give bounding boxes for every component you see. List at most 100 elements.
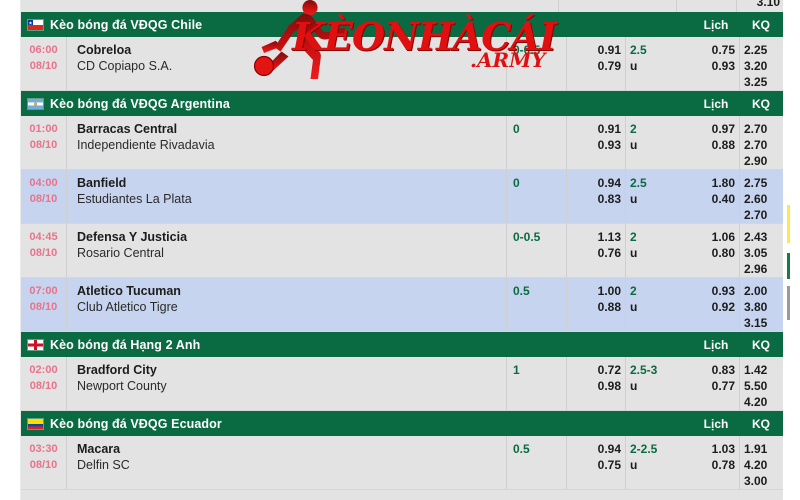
onextwo-odds-value[interactable]: 3.00: [744, 474, 768, 488]
onextwo-odds-cell[interactable]: 2.70 2.70 2.90: [739, 116, 783, 169]
onextwo-odds-value[interactable]: 2.90: [744, 154, 768, 168]
onextwo-odds-value[interactable]: 2.00: [744, 284, 768, 298]
handicap-odds-value[interactable]: 0.75: [597, 458, 621, 472]
overunder-odds-value[interactable]: 0.97: [711, 122, 735, 136]
table-row[interactable]: 02:00 08/10 Bradford City Newport County 1 0.…: [21, 357, 783, 411]
handicap-line-cell[interactable]: 0.5: [507, 436, 567, 489]
overunder-odds-value[interactable]: 0.93: [711, 284, 735, 298]
overunder-odds-value[interactable]: 0.83: [711, 363, 735, 377]
match-teams-cell[interactable]: Macara Delfin SC: [67, 436, 507, 489]
handicap-odds-value[interactable]: 0.94: [597, 176, 621, 190]
match-teams-cell[interactable]: Defensa Y Justicia Rosario Central: [67, 224, 507, 277]
handicap-odds-cell[interactable]: 1.00 0.88: [567, 278, 625, 331]
handicap-odds-value[interactable]: 0.79: [597, 59, 621, 73]
handicap-odds-cell[interactable]: 0.91 0.93: [567, 116, 625, 169]
onextwo-odds-cell[interactable]: 2.75 2.60 2.70: [739, 170, 783, 223]
onextwo-odds-value[interactable]: 3.05: [744, 246, 768, 260]
handicap-odds-value[interactable]: 0.93: [597, 138, 621, 152]
handicap-line-cell[interactable]: 0.5: [507, 278, 567, 331]
overunder-odds-value[interactable]: 0.88: [711, 138, 735, 152]
onextwo-odds-value[interactable]: 2.75: [744, 176, 768, 190]
handicap-odds-cell[interactable]: 0.94 0.75: [567, 436, 625, 489]
onextwo-odds-value[interactable]: 3.15: [744, 316, 768, 330]
overunder-line-cell[interactable]: 2.5 u: [625, 170, 685, 223]
overunder-odds-cell[interactable]: 0.83 0.77: [685, 357, 739, 410]
handicap-odds-value[interactable]: 0.76: [597, 246, 621, 260]
onextwo-odds-value[interactable]: 2.60: [744, 192, 768, 206]
onextwo-odds-cell[interactable]: 1.91 4.20 3.00: [739, 436, 783, 489]
match-teams-cell[interactable]: Bradford City Newport County: [67, 357, 507, 410]
overunder-odds-cell[interactable]: 0.97 0.88: [685, 116, 739, 169]
handicap-line-cell[interactable]: 1: [507, 357, 567, 410]
handicap-odds-value[interactable]: 0.98: [597, 379, 621, 393]
overunder-odds-value[interactable]: 0.92: [711, 300, 735, 314]
onextwo-odds-cell[interactable]: 2.43 3.05 2.96: [739, 224, 783, 277]
onextwo-odds-value[interactable]: 3.25: [744, 75, 768, 89]
match-teams-cell[interactable]: Barracas Central Independiente Rivadavia: [67, 116, 507, 169]
overunder-line-cell[interactable]: 2.5-3 u: [625, 357, 685, 410]
handicap-odds-value[interactable]: 0.88: [597, 300, 621, 314]
table-row[interactable]: 04:00 08/10 Banfield Estudiantes La Plata 0 0…: [21, 170, 783, 224]
overunder-odds-cell[interactable]: 1.03 0.78: [685, 436, 739, 489]
overunder-odds-value[interactable]: 0.40: [711, 192, 735, 206]
onextwo-odds-value[interactable]: 3.80: [744, 300, 768, 314]
overunder-odds-value[interactable]: 1.80: [711, 176, 735, 190]
onextwo-odds-value[interactable]: 1.42: [744, 363, 768, 377]
handicap-odds-value[interactable]: 0.83: [597, 192, 621, 206]
overunder-odds-value[interactable]: 0.77: [711, 379, 735, 393]
overunder-odds-value[interactable]: 1.03: [711, 442, 735, 456]
onextwo-odds-value[interactable]: 3.20: [744, 59, 768, 73]
overunder-odds-value[interactable]: 0.78: [711, 458, 735, 472]
handicap-line-cell[interactable]: 0: [507, 170, 567, 223]
onextwo-odds-value[interactable]: 4.20: [744, 458, 768, 472]
handicap-odds-cell[interactable]: 0.91 0.79: [567, 37, 625, 90]
table-row[interactable]: 07:00 08/10 Atletico Tucuman Club Atletico …: [21, 278, 783, 332]
handicap-line-cell[interactable]: 0-0.5: [507, 37, 567, 90]
onextwo-odds-cell[interactable]: 2.25 3.20 3.25: [739, 37, 783, 90]
overunder-odds-value[interactable]: 0.75: [711, 43, 735, 57]
handicap-odds-value[interactable]: 1.00: [597, 284, 621, 298]
onextwo-odds-value[interactable]: 5.50: [744, 379, 768, 393]
overunder-line-cell[interactable]: 2-2.5 u: [625, 436, 685, 489]
match-teams-cell[interactable]: Banfield Estudiantes La Plata: [67, 170, 507, 223]
table-row[interactable]: 03:30 08/10 Macara Delfin SC 0.5 0.94 0.75 2-2.…: [21, 436, 783, 490]
table-row[interactable]: 01:00 08/10 Barracas Central Independiente …: [21, 116, 783, 170]
table-row[interactable]: 06:00 08/10 Cobreloa CD Copiapo S.A. 0-0.5 0.…: [21, 37, 783, 91]
handicap-line-spacer: [513, 137, 566, 153]
handicap-odds-value[interactable]: 0.91: [597, 122, 621, 136]
onextwo-odds-value[interactable]: 2.70: [744, 138, 768, 152]
handicap-odds-cell[interactable]: 0.94 0.83: [567, 170, 625, 223]
match-teams-cell[interactable]: Cobreloa CD Copiapo S.A.: [67, 37, 507, 90]
onextwo-odds-value[interactable]: 1.91: [744, 442, 768, 456]
column-divider: [736, 0, 737, 12]
table-row[interactable]: 04:45 08/10 Defensa Y Justicia Rosario Cent…: [21, 224, 783, 278]
match-teams-cell[interactable]: Atletico Tucuman Club Atletico Tigre: [67, 278, 507, 331]
onextwo-odds-value[interactable]: 2.43: [744, 230, 768, 244]
onextwo-odds-cell[interactable]: 1.42 5.50 4.20: [739, 357, 783, 410]
handicap-line-cell[interactable]: 0: [507, 116, 567, 169]
onextwo-odds-value[interactable]: 2.25: [744, 43, 768, 57]
handicap-odds-cell[interactable]: 0.72 0.98: [567, 357, 625, 410]
onextwo-odds-value[interactable]: 2.96: [744, 262, 768, 276]
overunder-odds-value[interactable]: 0.80: [711, 246, 735, 260]
overunder-odds-cell[interactable]: 0.93 0.92: [685, 278, 739, 331]
handicap-odds-value[interactable]: 1.13: [597, 230, 621, 244]
handicap-line-cell[interactable]: 0-0.5: [507, 224, 567, 277]
handicap-odds-value[interactable]: 0.91: [597, 43, 621, 57]
overunder-odds-cell[interactable]: 1.80 0.40: [685, 170, 739, 223]
onextwo-odds-cell[interactable]: 2.00 3.80 3.15: [739, 278, 783, 331]
overunder-line-cell[interactable]: 2.5 u: [625, 37, 685, 90]
handicap-odds-value[interactable]: 0.72: [597, 363, 621, 377]
overunder-odds-cell[interactable]: 1.06 0.80: [685, 224, 739, 277]
onextwo-odds-value[interactable]: 2.70: [744, 208, 768, 222]
overunder-odds-value[interactable]: 1.06: [711, 230, 735, 244]
onextwo-odds-value[interactable]: 4.20: [744, 395, 768, 409]
onextwo-odds-value[interactable]: 2.70: [744, 122, 768, 136]
overunder-odds-cell[interactable]: 0.75 0.93: [685, 37, 739, 90]
handicap-odds-value[interactable]: 0.94: [597, 442, 621, 456]
overunder-odds-value[interactable]: 0.93: [711, 59, 735, 73]
handicap-odds-cell[interactable]: 1.13 0.76: [567, 224, 625, 277]
